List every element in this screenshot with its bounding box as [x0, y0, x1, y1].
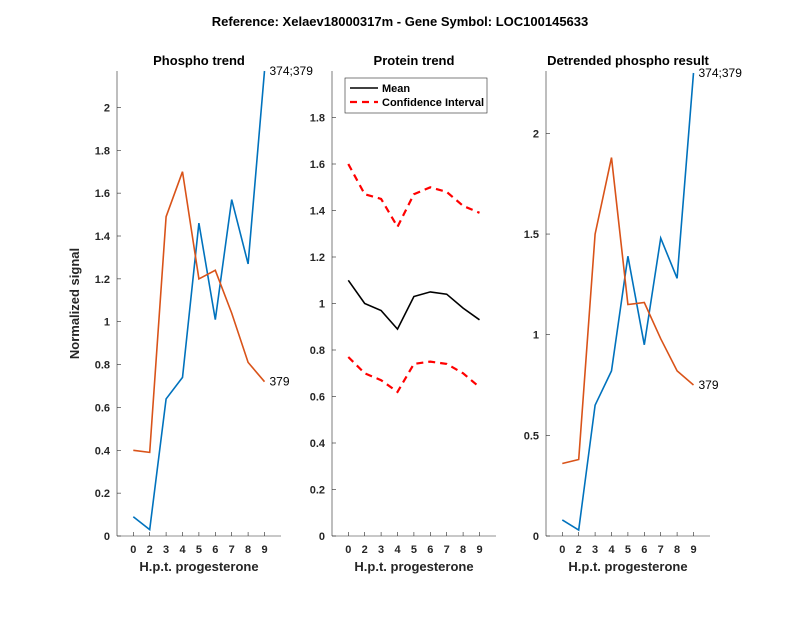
x-tick-label: 8: [460, 544, 466, 556]
x-tick-label: 2: [147, 544, 153, 556]
y-tick-label: 0: [533, 531, 539, 543]
y-tick-label: 1.8: [310, 113, 325, 125]
x-axis-label: H.p.t. progesterone: [568, 559, 687, 574]
x-tick-label: 8: [245, 544, 251, 556]
panel-protein-trend: Protein trend 0 0.2 0.4 0.6 0.8 1 1.2 1.4 1.6 1.8 0…: [310, 53, 496, 574]
x-tick-label: 4: [394, 544, 401, 556]
series-line-mean: [347, 279, 480, 331]
y-tick-label: 1.8: [95, 145, 110, 157]
x-tick-label: 9: [476, 544, 482, 556]
x-axis-label: H.p.t. progesterone: [354, 559, 473, 574]
x-tick-label: 6: [427, 544, 433, 556]
x-tick-label: 7: [229, 544, 235, 556]
y-tick-label: 1.4: [95, 231, 111, 243]
y-tick-label: 1: [104, 317, 110, 329]
x-tick-label: 3: [592, 544, 598, 556]
y-tick-label: 1: [319, 299, 325, 311]
panel-title: Protein trend: [374, 53, 455, 68]
y-tick-label: 1.6: [310, 159, 325, 171]
figure-title: Reference: Xelaev18000317m - Gene Symbol…: [211, 14, 589, 29]
y-tick-label: 2: [104, 102, 110, 114]
x-tick-label: 2: [362, 544, 368, 556]
x-tick-label: 4: [179, 544, 186, 556]
y-tick-label: 1.4: [310, 206, 326, 218]
x-tick-label: 6: [212, 544, 218, 556]
legend: Mean Confidence Interval: [344, 77, 488, 114]
series-end-label: 379: [270, 375, 290, 389]
x-tick-label: 7: [658, 544, 664, 556]
series-end-label: 374;379: [699, 66, 743, 80]
y-tick-label: 0.6: [95, 402, 110, 414]
x-tick-label: 3: [378, 544, 384, 556]
series-line-confidence-interval-lower: [347, 356, 481, 394]
series-end-label: 379: [699, 378, 719, 392]
y-tick-label: 0.8: [310, 345, 325, 357]
panel-title: Phospho trend: [153, 53, 245, 68]
x-tick-label: 0: [345, 544, 351, 556]
y-tick-label: 1: [533, 330, 539, 342]
y-tick-label: 0.4: [310, 438, 326, 450]
x-tick-label: 0: [559, 544, 565, 556]
panel-title: Detrended phospho result: [547, 53, 709, 68]
y-tick-label: 0.6: [310, 392, 325, 404]
x-tick-label: 9: [261, 544, 267, 556]
y-axis-label: Normalized signal: [67, 248, 82, 359]
x-tick-label: 5: [625, 544, 631, 556]
y-tick-label: 0.4: [95, 445, 111, 457]
x-axis-label: H.p.t. progesterone: [139, 559, 258, 574]
y-tick-label: 1.6: [95, 188, 110, 200]
x-tick-label: 2: [576, 544, 582, 556]
legend-entry-label: Confidence Interval: [382, 97, 484, 109]
x-tick-label: 3: [163, 544, 169, 556]
y-tick-label: 1.2: [95, 274, 110, 286]
x-tick-label: 0: [130, 544, 136, 556]
x-tick-label: 4: [608, 544, 615, 556]
series-line-confidence-interval: [347, 163, 480, 230]
x-tick-label: 9: [690, 544, 696, 556]
x-tick-label: 5: [411, 544, 417, 556]
legend-entry-label: Mean: [382, 83, 410, 95]
series-line-379: [133, 171, 266, 454]
series-end-label: 374;379: [270, 64, 314, 78]
y-tick-label: 0: [319, 531, 325, 543]
series-line-374-379: [561, 72, 695, 532]
y-tick-label: 0.8: [95, 360, 110, 372]
y-tick-label: 0.2: [95, 488, 110, 500]
y-tick-label: 0: [104, 531, 110, 543]
y-tick-label: 1.2: [310, 252, 325, 264]
x-tick-label: 8: [674, 544, 680, 556]
legend-box: [344, 77, 488, 114]
series-line-374-379: [132, 70, 266, 532]
y-tick-label: 2: [533, 128, 539, 140]
x-tick-label: 7: [444, 544, 450, 556]
panel-phospho-trend: Phospho trend 0 0.2 0.4 0.6 0.8 1 1.2 1.4 1.6 1.8 2…: [67, 53, 313, 574]
series-line-379: [562, 157, 695, 465]
x-tick-label: 6: [641, 544, 647, 556]
x-tick-label: 5: [196, 544, 202, 556]
y-tick-label: 0.2: [310, 485, 325, 497]
y-tick-label: 1.5: [524, 229, 539, 241]
y-tick-label: 0.5: [524, 430, 539, 442]
